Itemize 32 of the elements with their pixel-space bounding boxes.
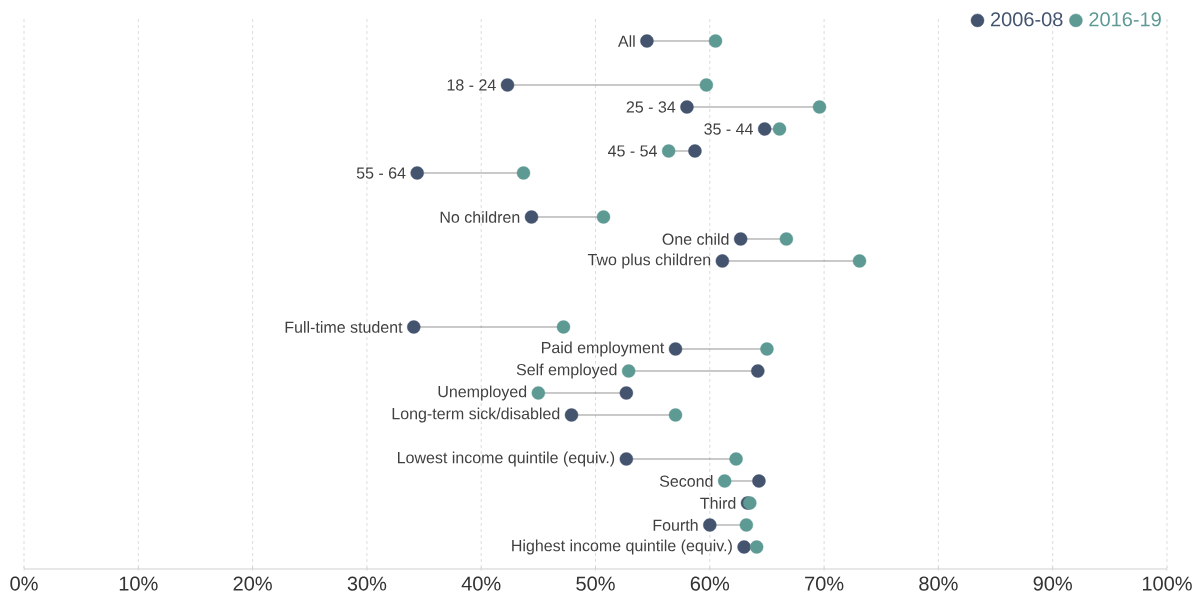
- x-tick-label: 0%: [10, 576, 38, 591]
- y-tick-label: Paid employment: [542, 341, 665, 357]
- y-tick-label: Unemployed: [438, 385, 527, 401]
- y-tick-label: One child: [662, 233, 729, 245]
- y-tick-label: 35 - 44: [704, 123, 753, 135]
- y-tick-label: 45 - 54: [608, 145, 657, 157]
- y-tick-label: Third: [700, 497, 736, 509]
- legend-label: 2006-08: [991, 12, 1063, 27]
- x-tick-label: 50%: [576, 576, 615, 591]
- y-tick-label: 25 - 34: [626, 101, 676, 113]
- y-tick-label: No children: [440, 211, 520, 223]
- y-tick-label: Lowest income quintile (equiv.): [398, 451, 615, 467]
- x-tick-label: 30%: [347, 576, 387, 591]
- y-tick-label: Self employed: [516, 363, 617, 379]
- x-tick-label: 70%: [805, 576, 844, 591]
- x-tick-label: 100%: [1142, 576, 1192, 591]
- legend-label: 2016-19: [1089, 12, 1161, 27]
- y-tick-label: Fourth: [653, 519, 698, 531]
- x-tick-label: 40%: [461, 576, 501, 591]
- x-tick-label: 10%: [119, 576, 158, 591]
- y-tick-label: 18 - 24: [447, 79, 496, 91]
- x-tick-label: 80%: [919, 576, 958, 591]
- y-tick-label: Long-term sick/disabled: [392, 407, 560, 423]
- y-tick-label: Two plus children: [587, 253, 711, 269]
- y-tick-label: Full-time student: [285, 321, 403, 333]
- y-tick-label: Highest income quintile (equiv.): [512, 539, 732, 555]
- y-tick-label: All: [617, 35, 635, 47]
- y-tick-label: Second: [659, 475, 713, 487]
- x-tick-label: 60%: [690, 576, 730, 591]
- y-tick-label: 55 - 64: [356, 167, 406, 179]
- x-tick-label: 20%: [233, 576, 272, 591]
- x-tick-label: 90%: [1033, 576, 1072, 591]
